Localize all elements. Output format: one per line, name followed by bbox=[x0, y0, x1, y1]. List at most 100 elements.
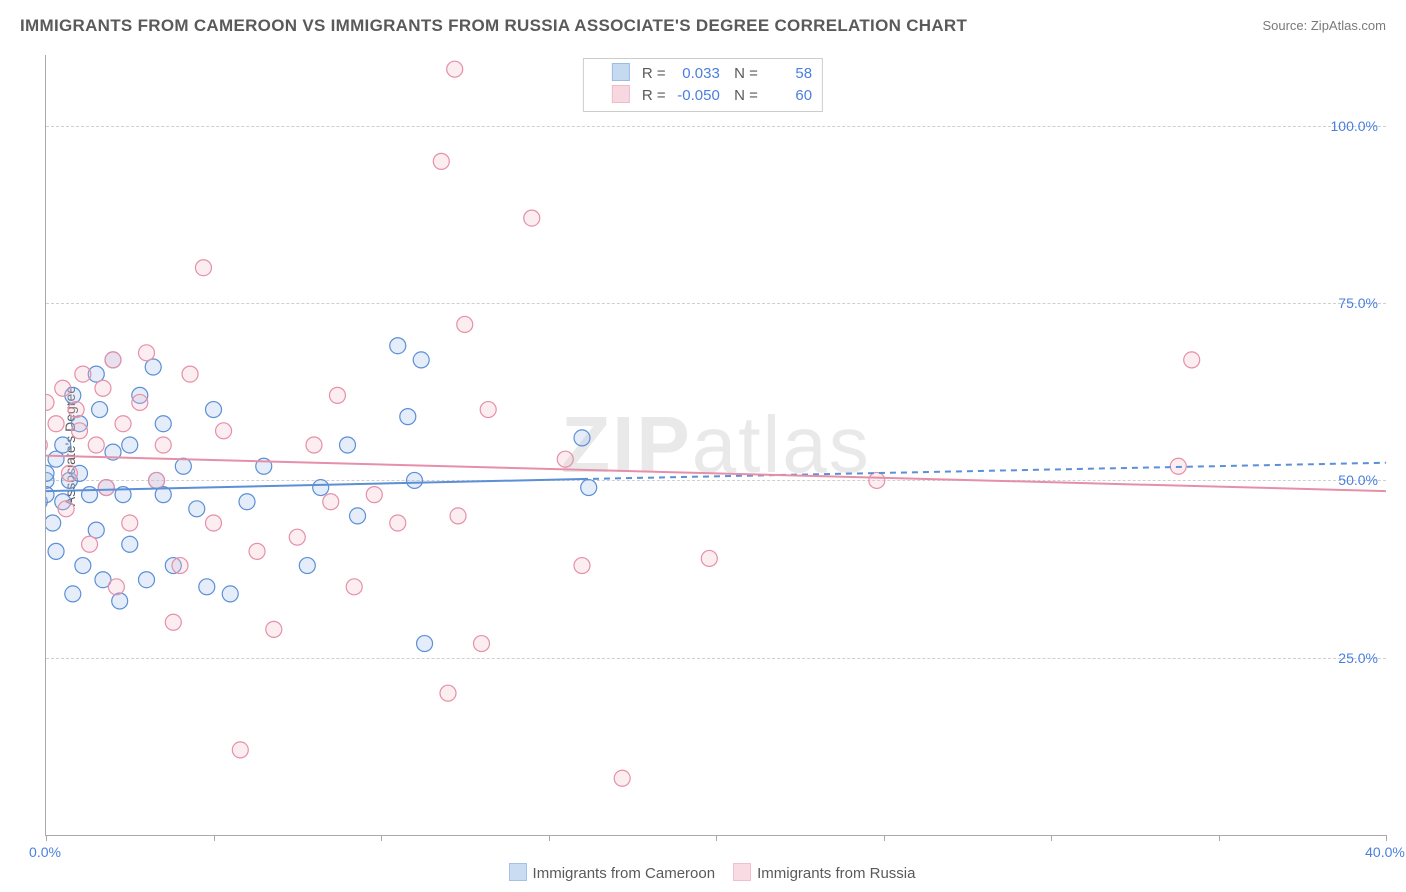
scatter-point bbox=[480, 402, 496, 418]
scatter-point bbox=[313, 480, 329, 496]
n-value: 58 bbox=[762, 63, 812, 85]
scatter-point bbox=[122, 437, 138, 453]
scatter-point bbox=[417, 636, 433, 652]
scatter-point bbox=[306, 437, 322, 453]
scatter-point bbox=[145, 359, 161, 375]
scatter-point bbox=[115, 416, 131, 432]
scatter-point bbox=[82, 536, 98, 552]
scatter-point bbox=[46, 394, 54, 410]
scatter-point bbox=[61, 465, 77, 481]
legend-row: R = 0.033 N = 58 bbox=[594, 63, 812, 85]
x-tick bbox=[884, 835, 885, 841]
scatter-point bbox=[232, 742, 248, 758]
scatter-point bbox=[323, 494, 339, 510]
scatter-point bbox=[149, 472, 165, 488]
n-value: 60 bbox=[762, 85, 812, 107]
legend-label: Immigrants from Cameroon bbox=[533, 865, 716, 882]
r-value: -0.050 bbox=[670, 85, 720, 107]
legend-swatch bbox=[612, 85, 630, 103]
scatter-point bbox=[447, 61, 463, 77]
scatter-point bbox=[68, 402, 84, 418]
x-tick bbox=[214, 835, 215, 841]
scatter-point bbox=[105, 352, 121, 368]
scatter-point bbox=[222, 586, 238, 602]
scatter-point bbox=[55, 437, 71, 453]
legend-swatch bbox=[612, 63, 630, 81]
scatter-point bbox=[701, 550, 717, 566]
scatter-point bbox=[122, 536, 138, 552]
scatter-point bbox=[112, 593, 128, 609]
scatter-point bbox=[195, 260, 211, 276]
scatter-point bbox=[55, 380, 71, 396]
x-tick bbox=[381, 835, 382, 841]
source-label: Source: bbox=[1262, 18, 1310, 33]
scatter-point bbox=[450, 508, 466, 524]
x-tick bbox=[1386, 835, 1387, 841]
scatter-point bbox=[400, 409, 416, 425]
scatter-point bbox=[165, 614, 181, 630]
scatter-point bbox=[574, 430, 590, 446]
scatter-point bbox=[413, 352, 429, 368]
scatter-point bbox=[139, 572, 155, 588]
scatter-point bbox=[46, 437, 47, 453]
series-legend: Immigrants from CameroonImmigrants from … bbox=[0, 863, 1406, 882]
plot-area: ZIPatlas 25.0%50.0%75.0%100.0% bbox=[45, 55, 1386, 836]
scatter-point bbox=[350, 508, 366, 524]
scatter-point bbox=[524, 210, 540, 226]
scatter-point bbox=[614, 770, 630, 786]
scatter-point bbox=[390, 338, 406, 354]
scatter-point bbox=[75, 366, 91, 382]
scatter-point bbox=[299, 558, 315, 574]
r-label: R = bbox=[642, 65, 666, 82]
x-tick-label: 0.0% bbox=[29, 844, 61, 860]
scatter-point bbox=[869, 472, 885, 488]
x-tick bbox=[46, 835, 47, 841]
scatter-point bbox=[48, 543, 64, 559]
scatter-point bbox=[132, 394, 148, 410]
scatter-point bbox=[474, 636, 490, 652]
scatter-point bbox=[574, 558, 590, 574]
scatter-point bbox=[266, 621, 282, 637]
scatter-point bbox=[340, 437, 356, 453]
legend-swatch bbox=[509, 863, 527, 881]
n-label: N = bbox=[734, 87, 758, 104]
scatter-point bbox=[407, 472, 423, 488]
scatter-point bbox=[72, 423, 88, 439]
scatter-point bbox=[48, 416, 64, 432]
legend-row: R = -0.050 N = 60 bbox=[594, 85, 812, 107]
scatter-point bbox=[239, 494, 255, 510]
r-value: 0.033 bbox=[670, 63, 720, 85]
scatter-point bbox=[95, 380, 111, 396]
scatter-point bbox=[346, 579, 362, 595]
scatter-point bbox=[189, 501, 205, 517]
scatter-point bbox=[457, 316, 473, 332]
scatter-point bbox=[390, 515, 406, 531]
scatter-point bbox=[216, 423, 232, 439]
scatter-point bbox=[75, 558, 91, 574]
x-tick bbox=[1219, 835, 1220, 841]
scatter-point bbox=[366, 487, 382, 503]
scatter-point bbox=[48, 451, 64, 467]
scatter-point bbox=[329, 387, 345, 403]
x-tick bbox=[716, 835, 717, 841]
scatter-point bbox=[182, 366, 198, 382]
scatter-point bbox=[440, 685, 456, 701]
scatter-point bbox=[98, 480, 114, 496]
x-tick-label: 40.0% bbox=[1365, 844, 1405, 860]
scatter-point bbox=[46, 487, 54, 503]
correlation-legend: R = 0.033 N = 58R = -0.050 N = 60 bbox=[583, 58, 823, 112]
scatter-point bbox=[581, 480, 597, 496]
scatter-point bbox=[65, 586, 81, 602]
scatter-point bbox=[557, 451, 573, 467]
scatter-point bbox=[289, 529, 305, 545]
r-label: R = bbox=[642, 87, 666, 104]
scatter-point bbox=[155, 437, 171, 453]
chart-title: IMMIGRANTS FROM CAMEROON VS IMMIGRANTS F… bbox=[20, 16, 967, 36]
scatter-point bbox=[206, 402, 222, 418]
scatter-point bbox=[206, 515, 222, 531]
scatter-point bbox=[155, 416, 171, 432]
scatter-point bbox=[1184, 352, 1200, 368]
scatter-point bbox=[175, 458, 191, 474]
x-tick bbox=[549, 835, 550, 841]
scatter-point bbox=[92, 402, 108, 418]
